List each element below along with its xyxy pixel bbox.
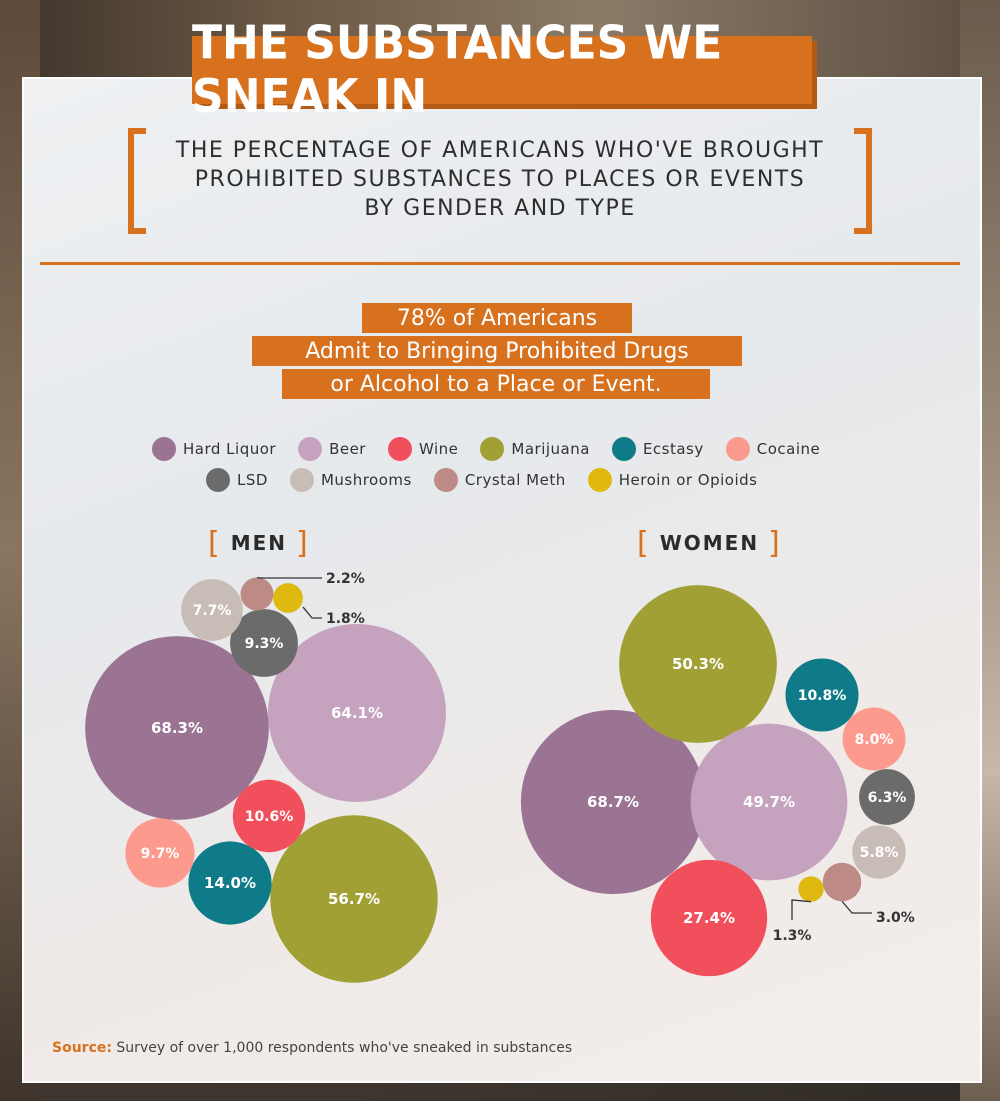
bubble-men-marijuana (270, 815, 438, 983)
legend-label: Mushrooms (320, 471, 412, 489)
callout-text: 78% of Americans (396, 305, 598, 331)
bubble-women-beer (690, 723, 848, 881)
bubble-label: 1.8% (326, 611, 365, 627)
subtitle-bracket-right (854, 128, 872, 234)
legend-item-cocaine: Cocaine (725, 437, 821, 461)
bubble-label: 68.7% (587, 793, 639, 811)
legend-row: LSD Mushrooms Crystal Meth Heroin or Opi… (206, 468, 758, 492)
bubble-men-heroin-or-opioids (273, 583, 303, 613)
callout-text: or Alcohol to a Place or Event. (330, 371, 662, 397)
bubble-label: 49.7% (743, 793, 795, 811)
bubble-women-hard-liquor (520, 709, 706, 895)
title-banner: THE SUBSTANCES WE SNEAK IN (192, 16, 812, 124)
bubble-label: 50.3% (672, 655, 724, 673)
leader-line (791, 899, 812, 920)
men-heading: [ MEN ] (208, 526, 310, 561)
legend-swatch (152, 437, 176, 461)
bubble-label: 5.8% (860, 845, 899, 861)
callout-line: Admit to Bringing Prohibited Drugs (252, 336, 742, 366)
legend-swatch (298, 437, 323, 461)
legend-label: Hard Liquor (183, 440, 277, 458)
subtitle-line: PROHIBITED SUBSTANCES TO PLACES OR EVENT… (194, 167, 806, 192)
bubble-women-mushrooms (852, 825, 906, 879)
page-title: THE SUBSTANCES WE SNEAK IN (192, 16, 723, 124)
legend-item-crystal-meth: Crystal Meth (433, 468, 566, 492)
subtitle-line: THE PERCENTAGE OF AMERICANS WHO'VE BROUG… (175, 138, 825, 163)
legend-label: Heroin or Opioids (618, 471, 758, 489)
legend-item-wine: Wine (387, 437, 459, 461)
subtitle-bracket-left (128, 128, 146, 234)
women-title: WOMEN (659, 531, 760, 555)
callout-line: 78% of Americans (362, 303, 632, 333)
bubble-label: 68.3% (151, 719, 203, 737)
legend-item-marijuana: Marijuana (480, 437, 590, 461)
bubble-women-crystal-meth (822, 862, 862, 902)
legend-swatch (206, 468, 230, 492)
legend-label: Wine (418, 440, 459, 458)
bubble-men-crystal-meth (240, 577, 274, 611)
bubble-label: 2.2% (326, 571, 365, 587)
callout-line: or Alcohol to a Place or Event. (282, 369, 710, 399)
bubble-women-wine (650, 859, 768, 977)
legend-item-ecstasy: Ecstasy (611, 437, 704, 461)
legend-item-heroin-or-opioids: Heroin or Opioids (587, 468, 758, 492)
subtitle-line: BY GENDER AND TYPE (364, 196, 636, 221)
legend-label: Crystal Meth (464, 471, 566, 489)
bubble-men-lsd (230, 609, 298, 677)
leader-line (841, 900, 872, 914)
legend-swatch (611, 437, 636, 461)
legend-swatch (587, 468, 612, 492)
legend-item-beer: Beer (298, 437, 366, 461)
legend-label: Marijuana (511, 440, 590, 458)
women-heading: [ WOMEN ] (637, 526, 782, 561)
bubble-label: 10.6% (245, 809, 294, 825)
bubble-label: 9.3% (245, 636, 284, 652)
divider (40, 262, 960, 265)
callout-text: Admit to Bringing Prohibited Drugs (305, 338, 689, 364)
bubble-men-mushrooms (181, 579, 243, 641)
bubble-label: 10.8% (798, 688, 847, 704)
legend-item-lsd: LSD (206, 468, 268, 492)
bubble-label: 14.0% (204, 874, 256, 892)
legend-swatch (289, 468, 314, 492)
bubble-label: 7.7% (193, 603, 232, 619)
legend-item-mushrooms: Mushrooms (289, 468, 412, 492)
men-title: MEN (230, 531, 287, 555)
legend-swatch (480, 437, 505, 461)
bubble-men-wine (232, 779, 306, 853)
bubble-label: 27.4% (683, 909, 735, 927)
legend-label: LSD (237, 471, 268, 489)
bubble-men-ecstasy (188, 841, 272, 925)
legend-swatch (433, 468, 458, 492)
bubble-women-cocaine (842, 707, 906, 771)
bubble-men-cocaine (125, 818, 195, 888)
legend-label: Cocaine (756, 440, 821, 458)
bubble-men-hard-liquor (85, 636, 269, 820)
source-label: Source: (52, 1040, 112, 1056)
bubble-women-heroin-or-opioids (798, 876, 824, 902)
legend-label: Ecstasy (642, 440, 704, 458)
infographic-panel (22, 77, 982, 1083)
bubble-women-marijuana (619, 585, 777, 743)
source-note: Source: Survey of over 1,000 respondents… (52, 1040, 572, 1056)
bubble-men-beer (268, 624, 446, 802)
leader-line (302, 606, 322, 619)
legend-swatch (725, 437, 750, 461)
bubble-label: 64.1% (331, 704, 383, 722)
legend-label: Beer (329, 440, 366, 458)
legend-row: Hard Liquor Beer Wine Marijuana Ecstasy … (152, 437, 820, 461)
bubble-label: 6.3% (868, 790, 907, 806)
bubble-label: 56.7% (328, 890, 380, 908)
bubble-women-ecstasy (785, 658, 859, 732)
legend-item-hard-liquor: Hard Liquor (152, 437, 276, 461)
legend-swatch (387, 437, 412, 461)
subtitle: THE PERCENTAGE OF AMERICANS WHO'VE BROUG… (150, 136, 850, 223)
bubble-label: 8.0% (855, 732, 894, 748)
bubble-women-lsd (859, 769, 915, 825)
bubble-label: 3.0% (876, 910, 915, 926)
bubble-label: 1.3% (773, 928, 812, 944)
bubble-label: 9.7% (141, 846, 180, 862)
source-text: Survey of over 1,000 respondents who've … (116, 1040, 573, 1056)
